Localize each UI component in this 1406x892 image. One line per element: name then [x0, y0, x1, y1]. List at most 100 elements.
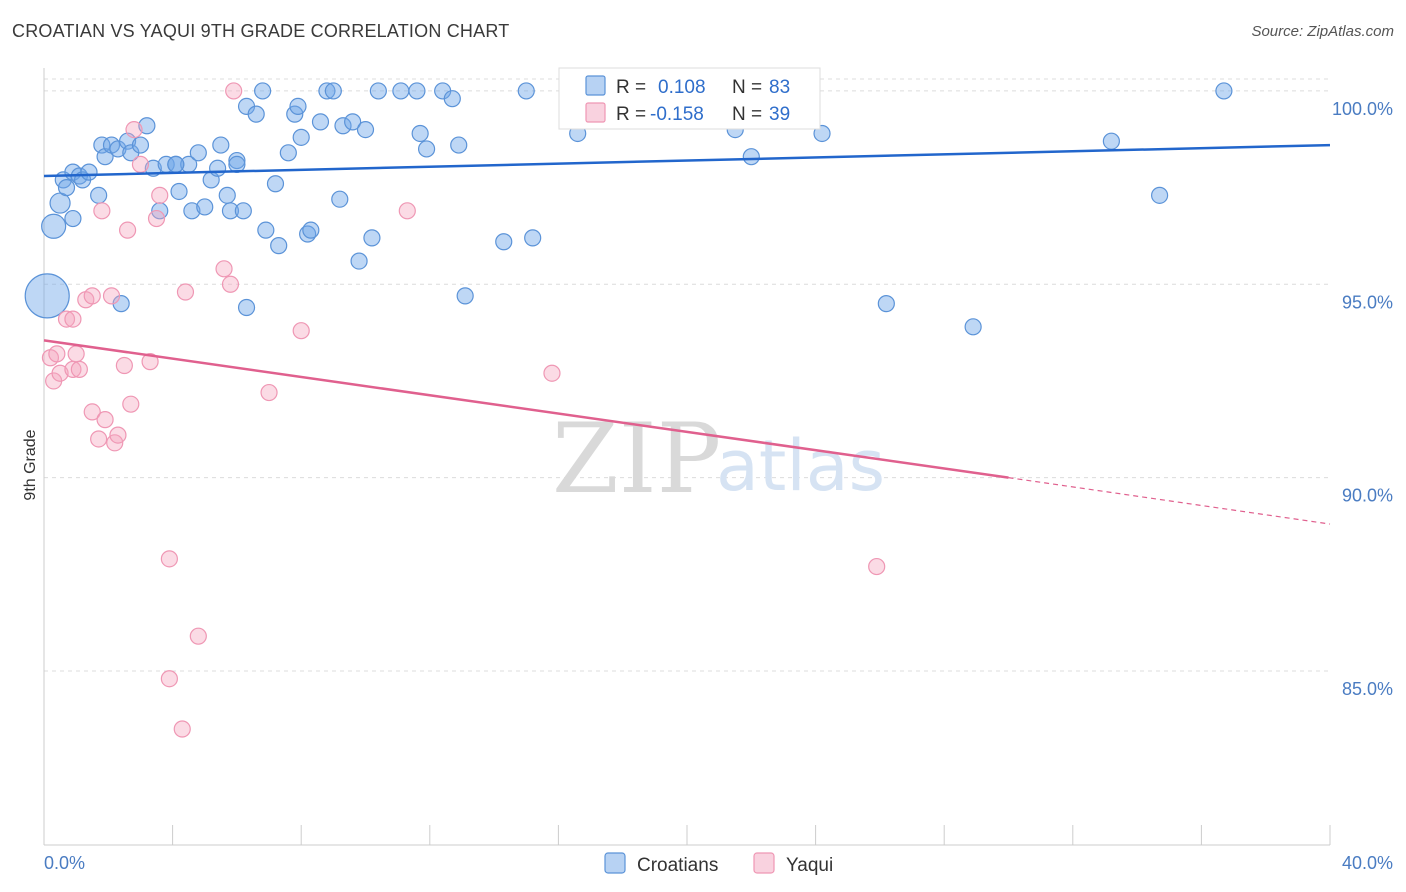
- legend-r-label-yaqui: R =: [616, 104, 646, 125]
- yaqui-point: [96, 411, 114, 429]
- croatians-point: [228, 151, 246, 170]
- legend-r-value-yaqui: -0.158: [650, 104, 704, 125]
- croatians-point: [495, 233, 513, 251]
- croatians-point: [450, 136, 468, 154]
- yaqui-point: [221, 275, 240, 293]
- croatians-point: [212, 136, 230, 154]
- croatians-point: [344, 113, 362, 131]
- chart-title: CROATIAN VS YAQUI 9TH GRADE CORRELATION …: [12, 21, 510, 41]
- x-tick-label: 40.0%: [1342, 853, 1393, 873]
- yaqui-trendline: [43, 339, 1009, 479]
- legend-n-label-yaqui: N =: [732, 104, 762, 125]
- croatians-point: [334, 117, 352, 135]
- croatians-point: [221, 202, 240, 220]
- croatians-point: [57, 179, 76, 197]
- croatians-point: [266, 175, 285, 193]
- series-legend-label-croatians: Croatians: [637, 855, 718, 876]
- croatians-point: [443, 90, 461, 108]
- croatians-point: [183, 202, 201, 220]
- yaqui-point: [48, 345, 66, 363]
- trendlines: [43, 143, 1331, 525]
- croatians-point: [218, 186, 236, 204]
- source-credit: Source: ZipAtlas.com: [1251, 23, 1394, 40]
- yaqui-point: [109, 426, 127, 444]
- croatians-point: [311, 113, 330, 131]
- yaqui-point: [51, 364, 69, 382]
- croatians-trendline: [43, 143, 1331, 178]
- croatians-point: [417, 140, 436, 158]
- croatians-point: [392, 82, 410, 100]
- croatians-point: [1102, 132, 1120, 150]
- croatians-point: [324, 82, 342, 100]
- croatians-point: [131, 136, 150, 154]
- x-tick-labels: 0.0% 40.0%: [44, 853, 1393, 873]
- y-tick-label: 90.0%: [1342, 486, 1393, 506]
- yaqui-point: [292, 322, 310, 340]
- legend-n-value-yaqui: 39: [769, 104, 790, 125]
- croatians-point: [138, 117, 156, 135]
- yaqui-point: [70, 360, 88, 378]
- croatians-point: [289, 97, 307, 116]
- croatians-point: [964, 318, 982, 336]
- yaqui-point: [118, 221, 137, 239]
- croatians-point: [408, 82, 426, 100]
- croatians-point: [41, 213, 67, 239]
- croatians-point: [90, 186, 108, 204]
- yaqui-point: [260, 383, 278, 402]
- croatians-point: [247, 105, 265, 123]
- series-legend: Croatians Yaqui: [604, 852, 833, 876]
- series-legend-label-yaqui: Yaqui: [786, 855, 833, 876]
- croatians-point: [350, 252, 368, 270]
- yaqui-point: [868, 557, 886, 576]
- y-axis-title: 9th Grade: [22, 429, 39, 500]
- watermark: ZIP atlas: [552, 403, 885, 515]
- y-tick-labels: 85.0% 90.0% 95.0% 100.0%: [1332, 99, 1393, 699]
- croatians-point: [80, 163, 98, 181]
- yaqui-point: [151, 186, 169, 204]
- watermark-atlas: atlas: [716, 425, 885, 507]
- yaqui-point: [215, 260, 233, 278]
- yaqui-point: [543, 364, 561, 382]
- yaqui-point: [173, 720, 191, 738]
- yaqui-point: [122, 395, 140, 413]
- x-tick-label: 0.0%: [44, 853, 85, 873]
- croatians-point: [1151, 186, 1169, 204]
- yaqui-point: [67, 345, 85, 363]
- yaqui-point: [83, 287, 101, 305]
- croatians-point: [196, 198, 214, 216]
- croatians-point: [456, 287, 474, 305]
- yaqui-trendline-extension: [1008, 477, 1331, 525]
- yaqui-point: [64, 310, 82, 328]
- croatians-point: [270, 237, 288, 255]
- yaqui-points: [41, 82, 886, 738]
- y-tick-label: 85.0%: [1342, 679, 1393, 699]
- croatians-point: [209, 159, 227, 177]
- yaqui-point: [160, 550, 178, 568]
- legend-swatch-yaqui: [585, 102, 606, 123]
- croatians-point: [318, 82, 336, 100]
- croatians-point: [369, 82, 387, 100]
- croatians-point: [356, 121, 375, 139]
- yaqui-point: [131, 155, 150, 174]
- legend-swatch-croatians: [585, 75, 606, 96]
- croatians-point: [237, 298, 256, 317]
- croatians-point: [292, 128, 310, 146]
- croatians-point: [257, 221, 275, 239]
- croatians-point: [234, 202, 252, 220]
- yaqui-point: [102, 287, 121, 305]
- yaqui-point: [225, 82, 243, 100]
- yaqui-point: [83, 403, 101, 421]
- yaqui-point: [90, 430, 108, 448]
- legend-n-value-croatians: 83: [769, 77, 790, 98]
- watermark-zip: ZIP: [552, 403, 721, 515]
- croatians-point: [331, 190, 349, 208]
- croatians-point: [363, 229, 381, 247]
- yaqui-point: [398, 202, 416, 220]
- croatians-point: [64, 209, 82, 228]
- yaqui-point: [141, 353, 159, 371]
- yaqui-point: [160, 670, 178, 688]
- y-tick-label: 95.0%: [1342, 292, 1393, 312]
- croatians-point: [411, 124, 429, 143]
- croatians-point: [524, 229, 542, 247]
